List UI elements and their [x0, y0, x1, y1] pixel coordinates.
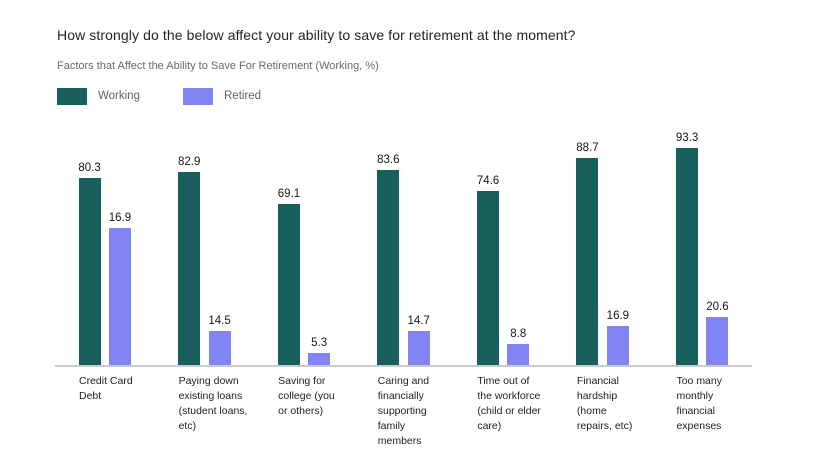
working-bar-wrap: 82.9: [178, 156, 200, 365]
retired-bar-wrap: 5.3: [308, 337, 331, 365]
bar-group: 69.1 5.3: [254, 132, 354, 365]
working-value-label: 93.3: [675, 132, 699, 144]
working-bar: [377, 170, 400, 365]
bar-group: 74.6 8.8: [453, 132, 553, 365]
retired-bar: [507, 344, 530, 365]
working-bar-wrap: 88.7: [576, 142, 599, 365]
working-bar-wrap: 74.6: [477, 175, 499, 365]
bar-group: 93.3 20.6: [652, 132, 752, 365]
retired-bar: [706, 317, 729, 365]
legend-label: Working: [98, 90, 140, 102]
working-value-label: 80.3: [78, 162, 101, 174]
chart-title: How strongly do the below affect your ab…: [57, 27, 576, 43]
retired-bar-wrap: 16.9: [109, 212, 131, 365]
retired-bar: [308, 353, 331, 365]
category-label: Saving for college (you or others): [278, 375, 335, 417]
working-value-label: 74.6: [476, 175, 500, 187]
working-bar-wrap: 69.1: [278, 188, 300, 365]
working-bar: [477, 191, 500, 365]
working-legend-swatch: [57, 87, 87, 105]
working-bar: [277, 204, 300, 365]
working-bar: [676, 148, 699, 365]
working-bar: [178, 172, 201, 365]
retired-bar: [208, 331, 231, 365]
working-value-label: 69.1: [277, 188, 301, 200]
bar-group: 82.9 14.5: [155, 132, 255, 365]
retired-legend-swatch: [183, 87, 213, 105]
working-bar: [78, 178, 101, 365]
working-bar: [576, 158, 599, 365]
bar-group: 83.6 14.7: [354, 132, 454, 365]
legend-item-working: Working: [57, 87, 183, 105]
working-value-label: 88.7: [576, 142, 599, 154]
category-label: Too many monthly financial expenses: [676, 375, 722, 432]
retired-value-label: 20.6: [706, 301, 729, 313]
legend-item-retired: Retired: [183, 87, 262, 105]
legend: Working Retired: [57, 87, 261, 105]
retired-bar: [108, 228, 131, 365]
retired-bar-wrap: 8.8: [507, 328, 530, 365]
retired-value-label: 16.9: [108, 212, 132, 224]
category-label: Time out of the workforce (child or elde…: [477, 375, 541, 432]
plot-area: 80.3 16.9 82.9 14.5 69.1 5.3 83.6 14.7 74.6 8.8 88…: [55, 132, 752, 367]
retired-value-label: 16.9: [606, 310, 630, 322]
category-label: Paying down existing loans (student loan…: [178, 375, 248, 432]
retired-bar-wrap: 20.6: [706, 301, 729, 365]
legend-label: Retired: [224, 90, 262, 102]
bar-group: 80.3 16.9: [55, 132, 155, 365]
retired-bar-wrap: 14.7: [408, 315, 430, 365]
category-label: Caring and financially supporting family…: [377, 375, 430, 447]
working-bar-wrap: 83.6: [377, 154, 400, 365]
retired-bar-wrap: 16.9: [607, 310, 629, 365]
bar-group: 88.7 16.9: [553, 132, 653, 365]
retired-value-label: 5.3: [311, 337, 328, 349]
category-label: Credit Card Debt: [79, 375, 133, 402]
working-value-label: 82.9: [177, 156, 201, 168]
retired-bar-wrap: 14.5: [208, 315, 231, 365]
working-bar-wrap: 93.3: [676, 132, 698, 365]
retired-value-label: 8.8: [510, 328, 527, 340]
category-axis: Credit Card Debt Paying down existing loa…: [55, 374, 752, 449]
retired-value-label: 14.7: [407, 315, 430, 327]
chart-subtitle: Factors that Affect the Ability to Save …: [57, 60, 379, 72]
working-value-label: 83.6: [377, 154, 400, 166]
working-bar-wrap: 80.3: [78, 162, 101, 365]
category-label: Financial hardship (home repairs, etc): [576, 375, 633, 432]
retired-value-label: 14.5: [208, 315, 231, 327]
retired-bar: [407, 331, 430, 365]
retired-bar: [606, 326, 629, 365]
